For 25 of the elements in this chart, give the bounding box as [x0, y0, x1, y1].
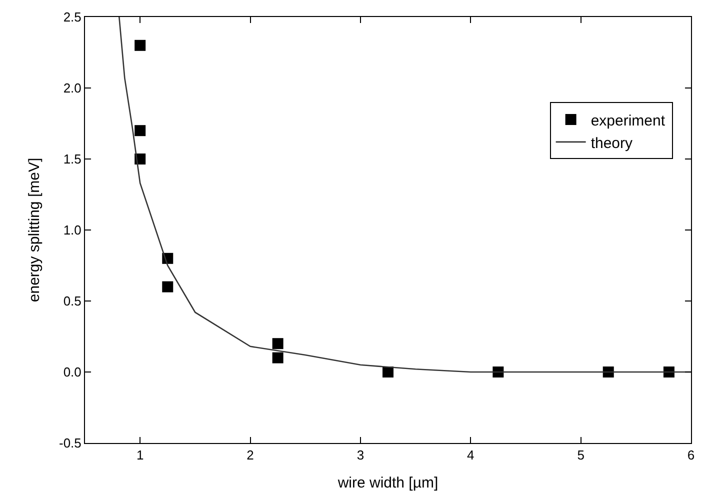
point — [162, 281, 174, 292]
x-tick-label: 1 — [136, 448, 144, 463]
y-tick-label: 2.5 — [63, 10, 82, 25]
y-axis-title: energy splitting [meV] — [26, 158, 44, 302]
y-tick-label: -0.5 — [58, 436, 82, 451]
legend-label: theory — [590, 134, 634, 152]
y-tick-label: 1.0 — [63, 222, 82, 238]
point — [134, 125, 146, 136]
point — [602, 366, 614, 378]
x-tick-label: 6 — [687, 448, 695, 463]
point — [272, 352, 284, 364]
point — [134, 40, 146, 51]
y-tick-label: 1.5 — [63, 152, 82, 167]
y-tick-label: 0.5 — [63, 294, 82, 309]
point — [272, 338, 284, 350]
y-tick-label: 0.0 — [63, 364, 82, 380]
x-tick-label: 5 — [577, 448, 584, 463]
x-axis-title: wire width [µm] — [336, 474, 438, 492]
x-tick-label: 3 — [356, 448, 364, 463]
legend-label: experiment — [590, 112, 666, 130]
point — [492, 366, 504, 378]
x-tick-label: 4 — [467, 448, 474, 463]
y-tick-label: 2.0 — [63, 80, 82, 96]
point — [663, 366, 674, 378]
x-tick-label: 2 — [246, 448, 254, 463]
